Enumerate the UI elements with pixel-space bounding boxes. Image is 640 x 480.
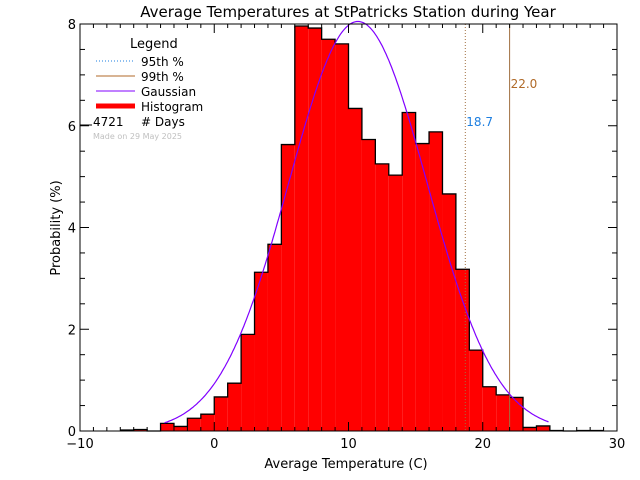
legend-title: Legend	[130, 37, 178, 52]
histogram-bar	[294, 26, 309, 431]
y-tick-label: 4	[68, 222, 76, 237]
histogram-bar	[214, 396, 228, 431]
legend-label-99th: 99th %	[141, 70, 184, 84]
histogram-bar	[375, 163, 389, 431]
made-on-note: Made on 29 May 2025	[93, 132, 182, 141]
histogram-bar	[455, 269, 470, 431]
histogram-bar	[536, 425, 550, 431]
x-axis-label: Average Temperature (C)	[264, 457, 427, 472]
histogram-bar	[241, 334, 255, 431]
days-count: 4721	[93, 115, 124, 129]
histogram-bar	[281, 144, 295, 432]
histogram-bar	[496, 394, 510, 431]
days-label: # Days	[141, 115, 185, 129]
histogram-bar	[509, 397, 524, 431]
y-tick-label: 2	[68, 323, 76, 338]
histogram-bar	[160, 423, 174, 431]
histogram-bar	[133, 429, 148, 431]
x-tick-label: 20	[474, 437, 491, 452]
histogram-bar	[267, 244, 282, 431]
histogram-bar	[254, 272, 268, 431]
histogram-bar	[321, 39, 336, 431]
legend: Legend 95th % 99th % Gaussian Histogram …	[80, 37, 203, 141]
histogram-bar	[348, 108, 362, 431]
histogram-bar	[402, 112, 416, 432]
histogram-bar	[469, 350, 483, 431]
histogram-bar	[361, 139, 376, 431]
y-axis-label: Probability (%)	[49, 180, 64, 275]
histogram-bar	[187, 418, 201, 431]
histogram-bar	[415, 143, 430, 431]
histogram-bar	[482, 386, 497, 431]
x-tick-label: 10	[340, 437, 357, 452]
y-tick-label: 6	[68, 120, 76, 135]
y-tick-label: 0	[68, 425, 76, 440]
percentile-label: 18.7	[466, 115, 493, 129]
chart-title: Average Temperatures at StPatricks Stati…	[140, 3, 556, 21]
x-tick-label: −10	[66, 437, 93, 452]
legend-label-histogram: Histogram	[141, 100, 203, 114]
y-tick-label: 8	[68, 18, 76, 33]
histogram-bar	[308, 28, 322, 431]
histogram-bar	[523, 427, 537, 431]
histogram-bar	[173, 426, 188, 431]
percentile-label: 22.0	[511, 77, 538, 91]
legend-label-95th: 95th %	[141, 55, 184, 69]
histogram-bar	[227, 383, 242, 431]
histogram-bar	[200, 414, 215, 431]
histogram-bar	[429, 131, 443, 432]
x-tick-label: 30	[609, 437, 626, 452]
histogram-bar	[335, 43, 349, 432]
histogram-bar	[388, 175, 403, 431]
x-tick-label: 0	[210, 437, 218, 452]
histogram-outline	[120, 25, 604, 432]
histogram-bar	[442, 193, 456, 431]
legend-label-gaussian: Gaussian	[141, 85, 196, 99]
gaussian-curve	[164, 20, 549, 424]
